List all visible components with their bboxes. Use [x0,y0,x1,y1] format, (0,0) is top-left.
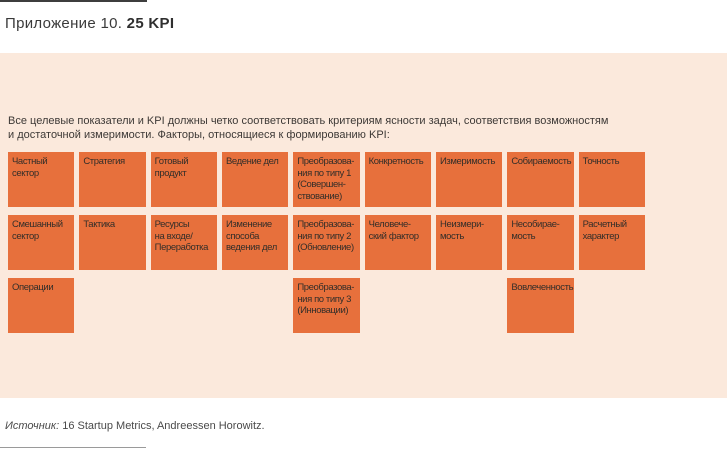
kpi-cell: Измеримость [436,152,503,207]
kpi-cell: Изменение способа ведения дел [222,215,289,270]
source-text: 16 Startup Metrics, Andreessen Horowitz. [59,420,265,432]
source-label: Источник: [5,420,60,432]
kpi-cell: Ведение дел [222,152,289,207]
source-line: Источник: 16 Startup Metrics, Andreessen… [5,419,265,433]
bottom-rule [0,447,146,448]
kpi-cell: Точность [578,152,645,207]
page-title-bold: 25 KPI [126,15,175,32]
kpi-cell: Ресурсы на входе/ Переработка [150,215,217,270]
kpi-cell: Преобразова- ния по типу 1 (Совершен- ст… [293,152,360,207]
kpi-cell: Человече- ский фактор [364,215,431,270]
kpi-cell: Собираемость [507,152,574,207]
kpi-cell: Стратегия [79,152,146,207]
kpi-cell: Готовый продукт [150,152,217,207]
page-title: Приложение 10. 25 KPI [5,15,174,33]
kpi-cell: Несобирае- мость [507,215,574,270]
kpi-cell: Преобразова- ния по типу 2 (Обновление) [293,215,360,270]
kpi-cell: Операции [8,278,75,333]
kpi-cell: Тактика [79,215,146,270]
kpi-cell: Конкретность [364,152,431,207]
kpi-cell: Смешанный сектор [8,215,75,270]
kpi-cell: Вовлеченность [507,278,574,333]
kpi-grid: Частный сектор Стратегия Готовый продукт Ве… [8,152,645,333]
kpi-panel: Все целевые показатели и KPI должны четк… [0,53,727,398]
kpi-cell: Неизмери- мость [436,215,503,270]
page-title-prefix: Приложение 10. [5,15,127,32]
kpi-cell: Частный сектор [8,152,75,207]
intro-text: Все целевые показатели и KPI должны четк… [8,115,609,141]
top-rule [0,0,147,2]
kpi-cell: Преобразова- ния по типу 3 (Инновации) [293,278,360,333]
kpi-cell: Расчетный характер [578,215,645,270]
